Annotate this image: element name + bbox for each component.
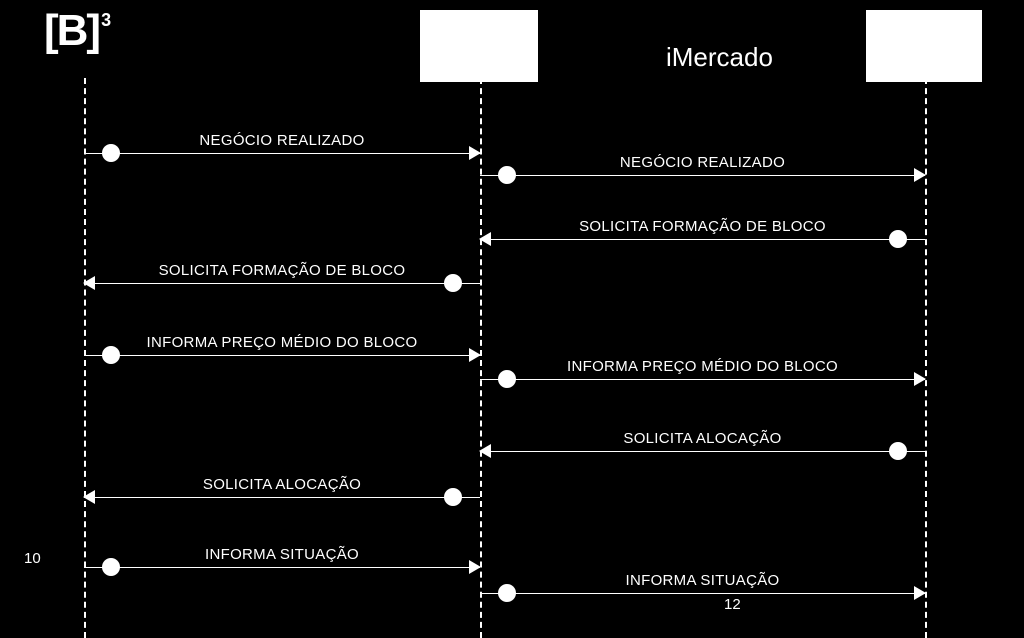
arrow-left-icon [83, 276, 95, 290]
message-m3: SOLICITA FORMAÇÃO DE BLOCO [480, 228, 925, 252]
logo-text: [B] [44, 6, 99, 55]
b3-logo: [B]3 [44, 6, 107, 56]
message-dot [102, 346, 120, 364]
message-dot [889, 230, 907, 248]
message-m7: SOLICITA ALOCAÇÃO [480, 440, 925, 464]
message-dot [444, 488, 462, 506]
participant-box-2 [420, 10, 538, 82]
message-line [84, 567, 480, 568]
message-label: SOLICITA FORMAÇÃO DE BLOCO [480, 218, 925, 235]
message-line [84, 497, 480, 498]
message-label: NEGÓCIO REALIZADO [84, 132, 480, 149]
message-m4: SOLICITA FORMAÇÃO DE BLOCO [84, 272, 480, 296]
message-label: INFORMA PREÇO MÉDIO DO BLOCO [480, 358, 925, 375]
message-label: INFORMA SITUAÇÃO [84, 546, 480, 563]
message-m8: SOLICITA ALOCAÇÃO [84, 486, 480, 510]
arrow-right-icon [914, 168, 926, 182]
message-label: INFORMA SITUAÇÃO [480, 572, 925, 589]
message-line [84, 355, 480, 356]
message-m10: INFORMA SITUAÇÃO [480, 582, 925, 606]
message-m5: INFORMA PREÇO MÉDIO DO BLOCO [84, 344, 480, 368]
message-line [480, 593, 925, 594]
message-line [480, 239, 925, 240]
message-line [480, 379, 925, 380]
message-dot [444, 274, 462, 292]
side-number: 12 [724, 596, 741, 613]
message-line [480, 175, 925, 176]
message-m1: NEGÓCIO REALIZADO [84, 142, 480, 166]
message-dot [102, 558, 120, 576]
arrow-left-icon [479, 444, 491, 458]
arrow-left-icon [83, 490, 95, 504]
message-dot [498, 370, 516, 388]
message-label: SOLICITA ALOCAÇÃO [480, 430, 925, 447]
message-dot [498, 166, 516, 184]
message-dot [889, 442, 907, 460]
message-m6: INFORMA PREÇO MÉDIO DO BLOCO [480, 368, 925, 392]
lifeline-p3 [925, 78, 927, 638]
message-line [84, 283, 480, 284]
message-m9: INFORMA SITUAÇÃO [84, 556, 480, 580]
arrow-left-icon [479, 232, 491, 246]
participant-label-imercado: iMercado [666, 42, 773, 73]
message-label: SOLICITA FORMAÇÃO DE BLOCO [84, 262, 480, 279]
message-line [84, 153, 480, 154]
message-label: SOLICITA ALOCAÇÃO [84, 476, 480, 493]
arrow-right-icon [914, 586, 926, 600]
logo-sup: 3 [101, 10, 109, 30]
side-number: 10 [24, 550, 41, 567]
message-dot [498, 584, 516, 602]
message-label: NEGÓCIO REALIZADO [480, 154, 925, 171]
message-m2: NEGÓCIO REALIZADO [480, 164, 925, 188]
message-line [480, 451, 925, 452]
message-label: INFORMA PREÇO MÉDIO DO BLOCO [84, 334, 480, 351]
participant-box-3 [866, 10, 982, 82]
message-dot [102, 144, 120, 162]
arrow-right-icon [914, 372, 926, 386]
